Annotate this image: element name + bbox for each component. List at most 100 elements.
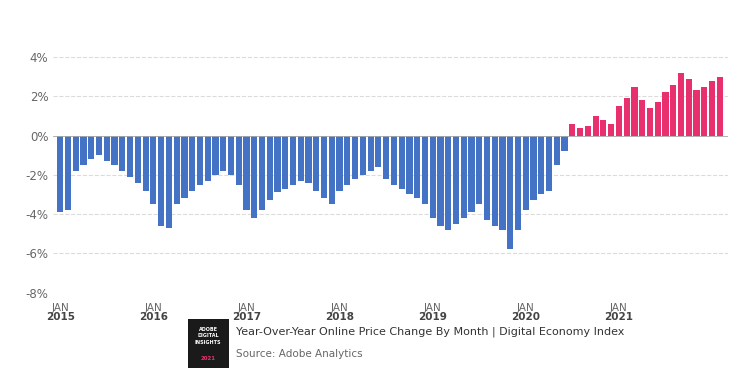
Bar	[158, 136, 164, 226]
Bar	[709, 81, 715, 136]
Text: Source: Adobe Analytics: Source: Adobe Analytics	[236, 350, 363, 359]
Bar	[484, 136, 490, 220]
Bar	[127, 136, 134, 177]
Bar	[112, 136, 118, 165]
Bar	[104, 136, 110, 161]
Bar	[616, 106, 622, 136]
Bar	[678, 73, 684, 136]
Bar	[639, 100, 645, 136]
Bar	[166, 136, 172, 228]
Bar	[182, 136, 188, 198]
Bar	[422, 136, 428, 204]
Bar	[670, 85, 676, 136]
Bar	[282, 136, 288, 189]
Bar	[328, 136, 335, 204]
Bar	[135, 136, 141, 183]
Bar	[150, 136, 157, 204]
Bar	[375, 136, 382, 167]
Bar	[305, 136, 312, 183]
Bar	[453, 136, 459, 224]
Bar	[360, 136, 366, 175]
Bar	[500, 136, 506, 230]
Bar	[701, 87, 707, 136]
Text: 2017: 2017	[232, 312, 261, 322]
Bar	[437, 136, 443, 226]
Bar	[391, 136, 397, 184]
Bar	[515, 136, 521, 230]
Bar	[65, 136, 71, 210]
Bar	[290, 136, 296, 184]
Bar	[608, 124, 614, 136]
Bar	[173, 136, 180, 204]
Bar	[577, 128, 584, 136]
Bar	[585, 126, 591, 136]
Bar	[546, 136, 552, 190]
Bar	[398, 136, 405, 189]
Bar	[460, 136, 466, 218]
Text: 2016: 2016	[139, 312, 168, 322]
Bar	[693, 90, 700, 136]
Text: 2021: 2021	[604, 312, 634, 322]
Bar	[274, 136, 280, 192]
Bar	[212, 136, 218, 175]
Bar	[251, 136, 257, 218]
Bar	[569, 124, 575, 136]
Bar	[228, 136, 234, 175]
Text: JAN: JAN	[517, 303, 535, 313]
Bar	[523, 136, 529, 210]
Bar	[119, 136, 125, 171]
Bar	[337, 136, 343, 190]
Bar	[236, 136, 242, 184]
Text: Year-Over-Year Online Price Change By Month | Digital Economy Index: Year-Over-Year Online Price Change By Mo…	[236, 327, 625, 337]
Bar	[554, 136, 560, 165]
Text: 2020: 2020	[512, 312, 540, 322]
Bar	[220, 136, 226, 171]
Bar	[632, 87, 638, 136]
Bar	[600, 120, 607, 136]
Bar	[96, 136, 102, 155]
Text: ADOBE
DIGITAL
INSIGHTS: ADOBE DIGITAL INSIGHTS	[195, 327, 221, 345]
Bar	[267, 136, 273, 200]
Bar	[445, 136, 452, 230]
Bar	[259, 136, 265, 210]
Bar	[430, 136, 436, 218]
Bar	[189, 136, 195, 190]
Bar	[507, 136, 513, 249]
Bar	[368, 136, 374, 171]
Bar	[414, 136, 420, 198]
Bar	[562, 136, 568, 151]
Bar	[344, 136, 350, 184]
Text: 2018: 2018	[325, 312, 354, 322]
Bar	[243, 136, 250, 210]
Bar	[662, 92, 668, 136]
Bar	[352, 136, 358, 179]
Text: JAN: JAN	[424, 303, 442, 313]
Bar	[530, 136, 537, 200]
Text: JAN: JAN	[610, 303, 628, 313]
Bar	[492, 136, 498, 226]
Text: JAN: JAN	[145, 303, 162, 313]
Bar	[57, 136, 63, 212]
Bar	[646, 108, 653, 136]
Bar	[80, 136, 87, 165]
Text: 2021: 2021	[201, 356, 216, 361]
Bar	[321, 136, 327, 198]
Bar	[406, 136, 412, 194]
Text: JAN: JAN	[238, 303, 255, 313]
Bar	[73, 136, 79, 171]
Bar	[383, 136, 389, 179]
Text: 2019: 2019	[419, 312, 447, 322]
Bar	[88, 136, 94, 159]
Bar	[196, 136, 203, 184]
Bar	[205, 136, 211, 181]
Bar	[538, 136, 544, 194]
Bar	[655, 102, 661, 136]
Bar	[142, 136, 148, 190]
Text: 2015: 2015	[46, 312, 75, 322]
Bar	[717, 77, 723, 136]
Bar	[592, 116, 598, 136]
Text: JAN: JAN	[52, 303, 69, 313]
Bar	[686, 79, 692, 136]
Bar	[468, 136, 475, 212]
Bar	[623, 98, 630, 136]
